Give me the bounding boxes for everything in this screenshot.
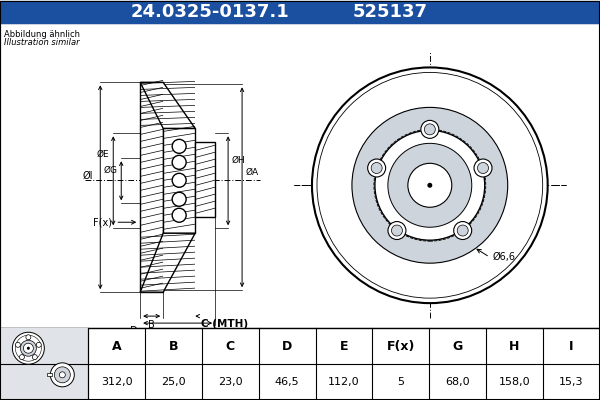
Circle shape <box>26 335 31 340</box>
Circle shape <box>59 372 65 378</box>
Polygon shape <box>140 82 195 128</box>
Text: 158,0: 158,0 <box>499 377 530 387</box>
Circle shape <box>27 347 30 350</box>
Text: A: A <box>112 340 122 352</box>
Circle shape <box>172 155 186 169</box>
Text: ØG: ØG <box>103 166 117 175</box>
Polygon shape <box>140 233 195 292</box>
Text: G: G <box>452 340 463 352</box>
Circle shape <box>312 68 548 303</box>
Bar <box>1 0 599 22</box>
Circle shape <box>421 120 439 138</box>
Circle shape <box>388 222 406 240</box>
Circle shape <box>172 173 186 187</box>
Text: 312,0: 312,0 <box>101 377 133 387</box>
Bar <box>1 328 599 400</box>
Circle shape <box>454 222 472 240</box>
Circle shape <box>20 340 37 356</box>
Circle shape <box>371 162 382 174</box>
Text: 5: 5 <box>397 377 404 387</box>
Circle shape <box>37 342 41 347</box>
Bar <box>47 373 52 376</box>
Text: 68,0: 68,0 <box>445 377 470 387</box>
Circle shape <box>16 342 20 347</box>
Text: F(x): F(x) <box>386 340 415 352</box>
Text: H: H <box>509 340 520 352</box>
Circle shape <box>457 225 468 236</box>
Circle shape <box>55 367 70 383</box>
Text: ØH: ØH <box>231 156 245 165</box>
Circle shape <box>172 208 186 222</box>
Text: 46,5: 46,5 <box>275 377 299 387</box>
Circle shape <box>13 332 44 364</box>
Text: 25,0: 25,0 <box>161 377 186 387</box>
Text: B: B <box>169 340 178 352</box>
Circle shape <box>408 163 452 207</box>
Circle shape <box>427 183 433 188</box>
Text: ØI: ØI <box>83 170 93 180</box>
Bar <box>1 22 599 328</box>
Circle shape <box>375 130 485 240</box>
Text: 24.0325-0137.1: 24.0325-0137.1 <box>131 2 289 20</box>
Bar <box>140 82 163 292</box>
Text: ØE: ØE <box>97 150 109 159</box>
Text: Illustration similar: Illustration similar <box>4 38 80 48</box>
Bar <box>195 142 215 217</box>
Text: D: D <box>282 340 292 352</box>
Bar <box>163 128 195 233</box>
Circle shape <box>172 192 186 206</box>
Text: D: D <box>130 326 137 336</box>
Text: 15,3: 15,3 <box>559 377 583 387</box>
Text: F(x): F(x) <box>93 217 112 227</box>
Circle shape <box>391 225 403 236</box>
Text: 112,0: 112,0 <box>328 377 360 387</box>
Circle shape <box>32 355 37 360</box>
Circle shape <box>50 363 74 387</box>
Circle shape <box>23 343 34 353</box>
Text: C (MTH): C (MTH) <box>201 319 248 329</box>
Text: Ate: Ate <box>406 129 484 171</box>
Text: E: E <box>340 340 348 352</box>
Text: ØA: ØA <box>245 168 258 177</box>
Text: 23,0: 23,0 <box>218 377 242 387</box>
Text: Ø6,6: Ø6,6 <box>493 252 516 262</box>
Text: I: I <box>569 340 574 352</box>
Text: Abbildung ähnlich: Abbildung ähnlich <box>4 30 80 40</box>
Text: B: B <box>148 320 155 330</box>
Bar <box>1 328 88 400</box>
Circle shape <box>368 159 386 177</box>
Circle shape <box>172 139 186 153</box>
Circle shape <box>388 143 472 227</box>
Circle shape <box>19 355 25 360</box>
Circle shape <box>474 159 492 177</box>
Text: C: C <box>226 340 235 352</box>
Circle shape <box>478 162 488 174</box>
Circle shape <box>352 107 508 263</box>
Text: 525137: 525137 <box>352 2 427 20</box>
Circle shape <box>424 124 436 135</box>
